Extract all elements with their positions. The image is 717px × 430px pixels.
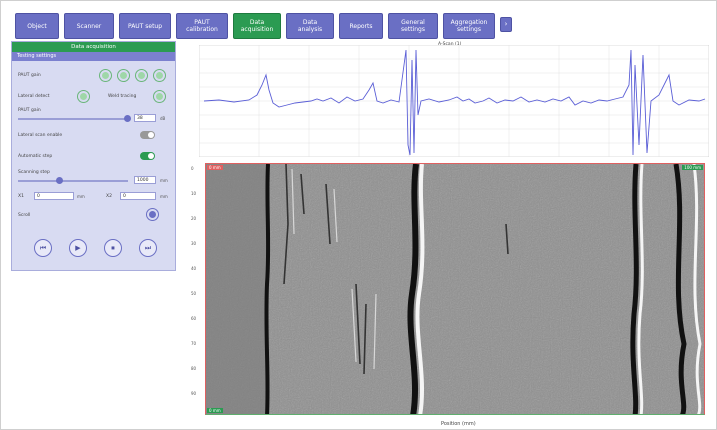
lateral-detect-label: Lateral detect [18, 94, 50, 99]
channel-4-toggle[interactable] [154, 70, 165, 81]
skip-back-icon[interactable]: ⏮ [34, 239, 52, 257]
panel-subtitle: Testing settings [12, 52, 175, 61]
bscan-bottom-tag: 0 mm [207, 408, 223, 413]
skip-forward-icon[interactable]: ⏭ [139, 239, 157, 257]
bscan-ytick: 30 [191, 241, 197, 246]
paut-gain-slider-thumb[interactable] [124, 115, 131, 122]
nav-scanner-button[interactable]: Scanner [64, 13, 114, 39]
scanning-step-slider-thumb[interactable] [56, 177, 63, 184]
channel-1-toggle[interactable] [100, 70, 111, 81]
weld-tracing-label: Weld tracing [108, 94, 137, 99]
acquisition-panel: Data acquisition Testing settings PAUT g… [11, 41, 176, 271]
bscan-end-tag: 100 mm [682, 165, 703, 170]
lateral-scan-switch[interactable] [140, 131, 155, 139]
nav-aggregation-settings-button[interactable]: Aggregation settings [443, 13, 495, 39]
x2-input[interactable]: 0 [120, 192, 156, 200]
scanning-step-unit: mm [160, 178, 168, 183]
play-icon[interactable]: ▶ [69, 239, 87, 257]
signal-trace [203, 49, 706, 156]
channel-3-toggle[interactable] [136, 70, 147, 81]
signal-chart-title: A-Scan (1) [438, 42, 462, 47]
paut-gain-slider[interactable] [18, 118, 128, 120]
bscan-ytick: 0 [191, 166, 194, 171]
nav-data-analysis-button[interactable]: Data analysis [286, 13, 334, 39]
lateral-detect-toggle[interactable] [78, 91, 89, 102]
scroll-label: Scroll [18, 213, 31, 218]
stop-icon[interactable]: ⏹ [104, 239, 122, 257]
bscan-start-tag: 0 mm [207, 165, 223, 170]
channel-2-toggle[interactable] [118, 70, 129, 81]
bscan-ytick: 90 [191, 391, 197, 396]
weld-tracing-toggle[interactable] [154, 91, 165, 102]
bscan-image[interactable]: 0 mm 100 mm 0 mm [205, 163, 705, 415]
nav-general-settings-button[interactable]: General settings [388, 13, 438, 39]
scanning-step-label: Scanning step [18, 170, 50, 175]
bscan-ytick: 60 [191, 316, 197, 321]
panel-title: Data acquisition [12, 42, 175, 52]
bscan-x-label: Position (mm) [441, 421, 476, 427]
automatic-step-label: Automatic step [18, 154, 53, 159]
nav-paut-calibration-button[interactable]: PAUT calibration [176, 13, 228, 39]
scanning-step-value[interactable]: 1000 [134, 176, 156, 184]
bscan-ytick: 50 [191, 291, 197, 296]
bscan-ytick: 10 [191, 191, 197, 196]
lateral-scan-enable-label: Lateral scan enable [18, 133, 63, 138]
x1-unit: mm [77, 194, 85, 199]
paut-gain-unit: dB [160, 116, 166, 121]
x1-input[interactable]: 0 [34, 192, 74, 200]
signal-chart[interactable] [199, 45, 709, 157]
paut-gain-value[interactable]: 38 [134, 114, 156, 122]
bscan-ytick: 40 [191, 266, 197, 271]
scanning-step-slider[interactable] [18, 180, 128, 182]
nav-paut-setup-button[interactable]: PAUT setup [119, 13, 171, 39]
nav-data-acquisition-button[interactable]: Data acquisition [233, 13, 281, 39]
bscan-graphic [206, 164, 704, 414]
bscan-ytick: 80 [191, 366, 197, 371]
x1-label: X1 [18, 194, 24, 199]
paut-gain-slider-label: PAUT gain [18, 108, 41, 113]
x2-label: X2 [106, 194, 112, 199]
bscan-ytick: 20 [191, 216, 197, 221]
x2-unit: mm [160, 194, 168, 199]
scroll-button[interactable] [147, 209, 158, 220]
top-nav: Object Scanner PAUT setup PAUT calibrati… [15, 13, 512, 39]
automatic-step-switch[interactable] [140, 152, 155, 160]
nav-more-button[interactable]: › [500, 17, 512, 32]
nav-reports-button[interactable]: Reports [339, 13, 383, 39]
paut-gain-label: PAUT gain [18, 73, 41, 78]
nav-object-button[interactable]: Object [15, 13, 59, 39]
bscan-ytick: 70 [191, 341, 197, 346]
